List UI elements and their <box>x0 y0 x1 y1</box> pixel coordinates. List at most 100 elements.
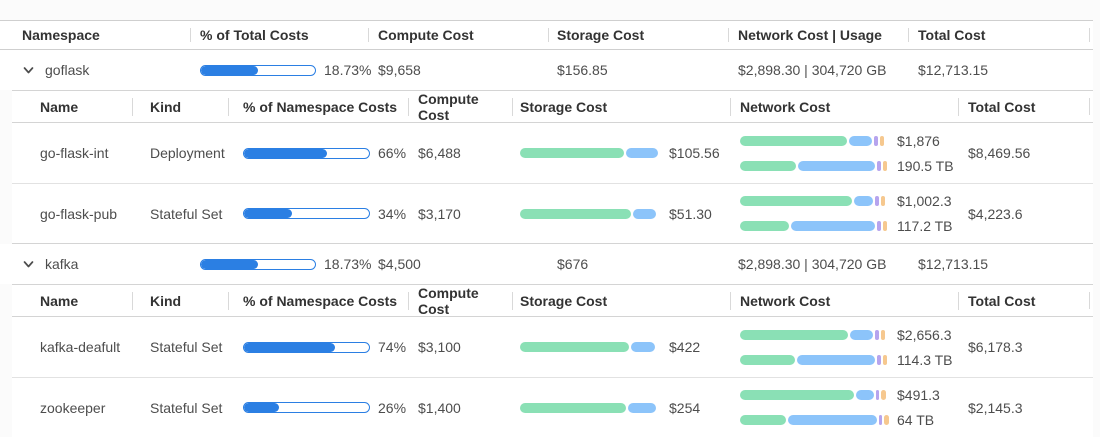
network-cost-value: $1,002.3 <box>897 193 952 209</box>
blue-bar-segment <box>798 160 876 171</box>
col-compute-cost: Compute Cost <box>408 285 512 317</box>
col-storage-cost: Storage Cost <box>512 91 730 123</box>
storage-cost-bar <box>520 342 660 352</box>
pct-namespace-value: 34% <box>378 205 407 222</box>
namespace-total-cost: $12,713.15 <box>918 62 989 78</box>
pct-total-bar <box>200 64 316 76</box>
workload-table-header: Name Kind % of Namespace Costs Compute C… <box>12 284 1093 317</box>
chevron-down-icon[interactable] <box>22 258 35 271</box>
col-storage-cost-label: Storage Cost <box>520 99 608 115</box>
green-bar-segment <box>520 148 624 158</box>
orange-bar-segment <box>882 160 888 171</box>
blue-bar-segment <box>848 135 873 146</box>
col-total-cost: Total Cost <box>958 91 1093 123</box>
workload-total-cost: $6,178.3 <box>968 339 1023 355</box>
green-bar-segment <box>740 390 854 400</box>
workload-total-cost: $8,469.56 <box>968 145 1031 161</box>
blue-bar-segment <box>632 208 657 219</box>
green-bar-segment <box>740 196 853 206</box>
namespace-name: kafka <box>45 256 79 272</box>
namespace-storage-cost: $676 <box>557 256 589 272</box>
orange-bar-segment <box>882 354 888 365</box>
col-total-cost-label: Total Cost <box>968 293 1036 309</box>
orange-bar-segment <box>880 196 886 206</box>
network-usage-bar <box>740 160 888 171</box>
network-cost-bar <box>740 390 888 400</box>
pct-total-value: 18.73% <box>324 62 372 78</box>
col-network-cost: Network Cost <box>730 91 958 123</box>
orange-bar-segment <box>880 329 886 340</box>
network-cost-value: $1,876 <box>897 132 940 149</box>
col-storage-cost-label: Storage Cost <box>557 27 645 43</box>
workload-row: kafka-deafult Stateful Set 74% $3,100 $4… <box>12 317 1093 377</box>
col-pct-namespace: % of Namespace Costs <box>228 91 408 123</box>
network-usage-value: 117.2 TB <box>897 218 953 234</box>
network-usage-value: 190.5 TB <box>897 157 954 174</box>
col-network-cost-label: Network Cost <box>740 293 831 309</box>
blue-bar-segment <box>787 415 877 425</box>
green-bar-segment <box>740 160 797 171</box>
network-cost-value: $491.3 <box>897 387 940 403</box>
pct-total-value: 18.73% <box>324 256 372 272</box>
namespace-network-cost-usage: $2,898.30 | 304,720 GB <box>738 62 887 78</box>
namespace-row[interactable]: goflask 18.73% $9,658 $156.85 $2,898.30 … <box>0 50 1093 90</box>
col-compute-cost-label: Compute Cost <box>418 91 479 123</box>
col-pct-namespace: % of Namespace Costs <box>228 285 408 317</box>
orange-bar-segment <box>879 135 885 146</box>
col-storage-cost-label: Storage Cost <box>520 293 608 309</box>
green-bar-segment <box>520 208 631 219</box>
green-bar-segment <box>520 342 630 352</box>
blue-bar-segment <box>631 342 655 352</box>
workload-table: Name Kind % of Namespace Costs Compute C… <box>12 90 1093 244</box>
green-bar-segment <box>740 415 786 425</box>
workload-kind: Deployment <box>150 145 225 161</box>
blue-bar-segment <box>855 390 874 400</box>
workload-row: go-flask-pub Stateful Set 34% $3,170 $51… <box>12 183 1093 243</box>
network-usage-value: 64 TB <box>897 412 935 428</box>
col-storage-cost: Storage Cost <box>512 285 730 317</box>
workload-compute-cost: $3,170 <box>418 205 461 222</box>
workload-table: Name Kind % of Namespace Costs Compute C… <box>12 284 1093 437</box>
network-cost-bar <box>740 329 888 340</box>
network-cost-bar <box>740 135 888 146</box>
col-compute-cost-label: Compute Cost <box>418 285 479 317</box>
purple-bar-segment <box>877 221 881 231</box>
col-compute-cost: Compute Cost <box>408 91 512 123</box>
blue-bar-segment <box>790 221 876 231</box>
pct-namespace-value: 66% <box>378 145 407 161</box>
pct-namespace-bar <box>243 341 370 353</box>
col-namespace-label: Namespace <box>22 27 100 43</box>
col-compute-cost-label: Compute Cost <box>378 27 474 43</box>
namespace-network-cost-usage: $2,898.30 | 304,720 GB <box>738 256 887 272</box>
col-network-cost-label: Network Cost <box>740 99 831 115</box>
col-name-label: Name <box>40 293 79 309</box>
namespace-row[interactable]: kafka 18.73% $4,500 $676 $2,898.30 | 304… <box>0 244 1093 284</box>
purple-bar-segment <box>874 196 879 206</box>
network-usage-bar <box>740 415 889 425</box>
storage-cost-value: $254 <box>669 399 701 416</box>
storage-cost-value: $105.56 <box>669 145 720 161</box>
col-network-cost-label: Network Cost | Usage <box>738 27 882 43</box>
pct-namespace-bar <box>243 402 370 413</box>
workload-total-cost: $4,223.6 <box>968 205 1023 222</box>
col-kind: Kind <box>132 285 228 317</box>
blue-bar-segment <box>625 148 658 158</box>
chevron-down-icon[interactable] <box>22 64 35 77</box>
namespace-group: goflask 18.73% $9,658 $156.85 $2,898.30 … <box>0 50 1093 244</box>
col-pct-total: % of Total Costs <box>190 21 368 49</box>
workload-compute-cost: $3,100 <box>418 339 461 355</box>
workload-kind: Stateful Set <box>150 339 223 355</box>
workload-compute-cost: $1,400 <box>418 399 461 416</box>
namespace-compute-cost: $4,500 <box>378 256 421 272</box>
col-compute-cost: Compute Cost <box>368 21 548 49</box>
namespace-group: kafka 18.73% $4,500 $676 $2,898.30 | 304… <box>0 244 1093 437</box>
blue-bar-segment <box>854 196 873 206</box>
pct-namespace-bar <box>243 208 370 219</box>
network-usage-value: 114.3 TB <box>897 351 953 368</box>
namespace-compute-cost: $9,658 <box>378 62 421 78</box>
col-total-cost: Total Cost <box>958 285 1093 317</box>
storage-cost-bar <box>520 148 660 158</box>
namespace-total-cost: $12,713.15 <box>918 256 989 272</box>
col-kind-label: Kind <box>150 99 182 115</box>
network-usage-bar <box>740 221 888 231</box>
